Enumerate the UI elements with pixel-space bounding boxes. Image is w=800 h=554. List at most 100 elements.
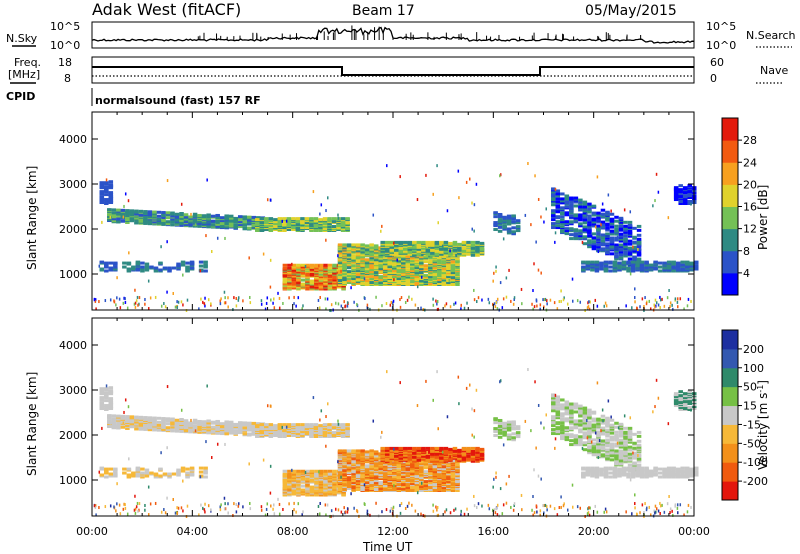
power-cell — [449, 249, 451, 253]
power-cell — [551, 218, 556, 222]
power-cell — [318, 218, 323, 222]
power-cell — [305, 287, 310, 291]
power-cell — [194, 223, 197, 227]
power-cell — [659, 295, 661, 299]
power-cell — [596, 175, 599, 179]
power-cell — [636, 224, 642, 228]
velocity-cell — [287, 472, 292, 476]
power-cell — [237, 225, 243, 229]
power-cell — [432, 280, 438, 284]
power-cell — [450, 271, 456, 275]
velocity-cell — [174, 418, 180, 422]
power-colorbar-label: Power [dB] — [756, 185, 770, 250]
power-cell — [494, 305, 497, 309]
power-cell — [425, 173, 427, 177]
power-cell — [269, 285, 272, 289]
power-ylabel: Slant Range [km] — [25, 166, 39, 270]
power-cell — [581, 265, 586, 269]
power-cell — [224, 301, 227, 305]
power-cell — [285, 219, 288, 223]
noise-left-label: N.Sky — [6, 32, 38, 45]
power-cell — [630, 265, 636, 269]
power-cell — [369, 275, 374, 279]
power-cell — [421, 240, 426, 244]
velocity-cell — [342, 468, 347, 472]
power-cell — [228, 214, 234, 218]
power-cell — [623, 241, 628, 245]
power-cell — [322, 217, 328, 221]
power-cell — [378, 259, 383, 263]
velocity-cell — [351, 460, 356, 464]
power-cell — [108, 266, 114, 270]
velocity-cell — [423, 480, 429, 484]
power-cell — [206, 222, 211, 226]
velocity-cell — [450, 471, 456, 475]
velocity-cell — [314, 472, 319, 476]
power-cell — [104, 193, 109, 197]
velocity-cell — [206, 419, 211, 423]
power-cell — [140, 269, 145, 273]
velocity-cell — [410, 472, 415, 476]
power-cell — [601, 202, 604, 206]
power-cell — [441, 275, 447, 279]
velocity-cell — [197, 419, 202, 423]
power-cell — [502, 297, 505, 301]
velocity-cell — [300, 479, 306, 483]
power-cell — [410, 259, 415, 263]
power-cell — [492, 302, 494, 306]
power-cell — [295, 226, 301, 230]
power-cell — [327, 217, 332, 221]
power-cell — [304, 217, 310, 221]
power-cell — [551, 190, 556, 194]
power-cell — [342, 281, 347, 285]
power-cell — [143, 212, 148, 216]
power-cell — [421, 248, 426, 252]
velocity-cell — [414, 475, 420, 479]
power-cell — [590, 268, 595, 272]
velocity-cell — [305, 469, 310, 473]
power-cell — [355, 249, 361, 253]
power-cell — [678, 202, 683, 205]
velocity-cell — [233, 422, 238, 426]
power-cell — [192, 218, 198, 222]
power-cell — [394, 240, 399, 244]
power-cell — [603, 264, 609, 268]
power-cell — [322, 227, 328, 231]
noise-left-tick-bottom: 10^0 — [50, 39, 80, 52]
power-cell — [671, 269, 676, 273]
power-cell — [118, 297, 121, 301]
power-cell — [496, 297, 499, 301]
velocity-cell — [291, 486, 297, 490]
power-cell — [497, 218, 503, 222]
power-cell — [671, 303, 673, 307]
power-cell — [356, 303, 358, 307]
velocity-cell — [432, 489, 438, 492]
power-cell — [632, 255, 637, 259]
power-cell — [346, 304, 349, 308]
power-cell — [242, 299, 244, 303]
power-cell — [614, 219, 619, 223]
velocity-cell — [441, 473, 447, 477]
power-cell — [116, 211, 121, 215]
power-cell — [318, 265, 324, 269]
power-cell — [309, 284, 315, 288]
power-cell — [125, 211, 130, 215]
power-cell — [596, 224, 601, 228]
power-cell — [586, 230, 589, 234]
power-cell — [428, 259, 433, 263]
velocity-cell — [318, 482, 324, 486]
power-cell — [573, 234, 579, 238]
power-cell — [332, 276, 337, 280]
power-cell — [506, 231, 512, 235]
power-cell — [657, 269, 663, 273]
power-cell — [612, 260, 618, 264]
power-cell — [621, 260, 627, 264]
power-cell — [437, 273, 442, 277]
velocity-cell — [291, 472, 297, 476]
velocity-cell — [268, 423, 274, 427]
station-title: Adak West (fitACF) — [92, 0, 241, 19]
velocity-cell — [296, 469, 301, 473]
velocity-cell — [206, 428, 211, 432]
power-cell — [291, 274, 297, 278]
power-cell — [165, 216, 171, 220]
